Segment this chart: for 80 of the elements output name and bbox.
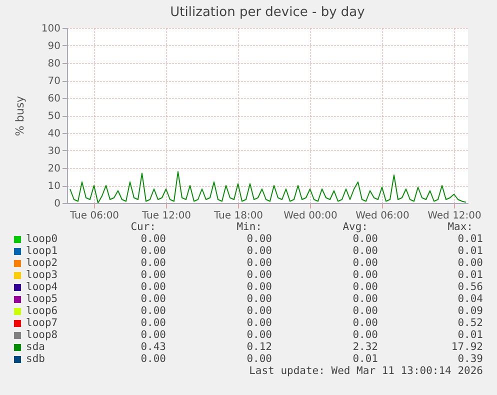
legend-label: sda [26, 341, 45, 353]
legend-label: loop8 [26, 329, 58, 341]
x-tick-label: Tue 12:00 [140, 210, 192, 222]
text: 0.00 [140, 281, 166, 293]
text: 0.00 [246, 293, 272, 305]
text: 0.01 [458, 269, 483, 281]
text: 0.56 [458, 281, 483, 293]
text: 0.00 [140, 317, 166, 329]
text: 0.43 [140, 341, 166, 353]
text: 0.00 [246, 353, 272, 365]
text: 2.32 [352, 341, 378, 353]
text: 0.12 [246, 341, 272, 353]
text: 0.01 [458, 233, 483, 245]
text: 0.00 [140, 257, 166, 269]
chart-title: Utilization per device - by day [170, 5, 366, 20]
text: 0.01 [352, 353, 378, 365]
text: 0.00 [246, 317, 272, 329]
y-tick-label: 90 [48, 41, 60, 52]
text: 17.92 [451, 341, 483, 353]
x-tick-label: Wed 06:00 [356, 210, 410, 222]
text: 0.01 [458, 329, 483, 341]
line-series [70, 171, 466, 203]
text: Last update: Wed Mar 11 13:00:14 2026 [249, 365, 483, 377]
text: 0.00 [246, 305, 272, 317]
legend-label: loop7 [26, 317, 58, 329]
text: 0.00 [246, 257, 272, 269]
text: 0.00 [246, 269, 272, 281]
text: 0.00 [352, 317, 378, 329]
text: Cur: [130, 221, 156, 233]
text: 0.00 [352, 233, 378, 245]
text: 0.00 [140, 329, 166, 341]
y-tick-label: 70 [48, 76, 60, 87]
text: 0.00 [352, 257, 378, 269]
legend-label: loop5 [26, 293, 58, 305]
y-axis-title: % busy [13, 95, 26, 136]
x-tick-label: Wed 12:00 [428, 210, 482, 222]
legend-label: loop3 [26, 269, 58, 281]
text: 0.00 [352, 305, 378, 317]
text: 0.39 [458, 353, 483, 365]
text: 0.00 [246, 281, 272, 293]
text: 0.00 [140, 353, 166, 365]
text: 0.00 [246, 245, 272, 257]
y-tick-label: 40 [48, 128, 60, 140]
text: 0.00 [246, 233, 272, 245]
legend-label: loop4 [26, 281, 58, 293]
text: 0.09 [458, 305, 483, 317]
text: 0.00 [458, 257, 483, 269]
y-tick-label: 50 [48, 111, 60, 122]
text: 0.04 [458, 293, 483, 305]
text: 0.00 [352, 245, 378, 257]
y-tick-label: 30 [48, 146, 60, 157]
text: 0.00 [140, 269, 166, 281]
text: 0.00 [140, 245, 166, 257]
text: 0.00 [352, 329, 378, 341]
y-tick-label: 100 [41, 24, 60, 34]
text: Max: [448, 221, 473, 233]
text: 0.52 [458, 317, 483, 329]
text: 0.00 [352, 269, 378, 281]
x-tick-label: Tue 06:00 [68, 210, 120, 222]
y-tick-label: 20 [48, 164, 60, 174]
text: Avg: [342, 221, 368, 233]
legend-label: loop1 [26, 245, 58, 257]
y-tick-label: 80 [48, 58, 60, 70]
legend-label: loop0 [26, 233, 58, 245]
legend-label: sdb [26, 353, 45, 365]
text: 0.00 [140, 233, 166, 245]
legend-label: loop2 [26, 257, 58, 269]
x-tick-label: Wed 00:00 [284, 210, 338, 222]
text: 0.00 [352, 293, 378, 305]
y-tick-label: 60 [48, 94, 60, 104]
text: 0.00 [140, 305, 166, 317]
text: Min: [236, 221, 262, 233]
text: 0.00 [246, 329, 272, 341]
x-tick-label: Tue 18:00 [212, 210, 264, 222]
y-tick-label: 10 [48, 181, 60, 192]
text: 0.00 [352, 281, 378, 293]
legend-label: loop6 [26, 305, 58, 317]
text: 0.01 [458, 245, 483, 257]
y-tick-label: 0 [54, 198, 60, 210]
text: 0.00 [140, 293, 166, 305]
